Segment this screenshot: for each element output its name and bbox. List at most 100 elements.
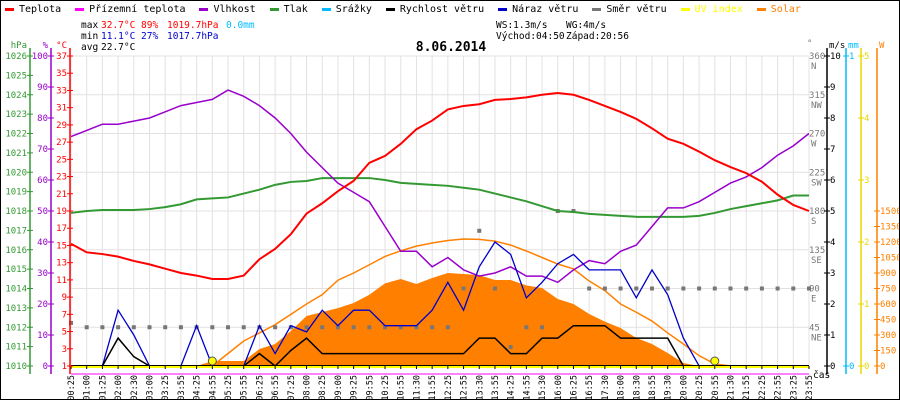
legend-label: Tlak [283, 4, 308, 15]
legend-swatch [592, 8, 602, 11]
avg-label: avg [81, 42, 99, 53]
pressure-tick-label: 1011 [5, 343, 27, 353]
legend-label: UV index [694, 4, 743, 15]
legend-label: Solar [770, 4, 801, 15]
direction-tick-label: 270 [809, 130, 825, 140]
wind-direction-point [398, 325, 403, 330]
x-tick-label: 05:55 [240, 375, 250, 399]
wind-tick-label: 3 [830, 269, 835, 279]
legend-label: Vlhkost [213, 4, 256, 15]
x-tick-label: 15:30 [538, 375, 548, 399]
wind-tick-label: 5 [830, 207, 835, 217]
wind-speed-avg: WS:1.3m/s [496, 20, 548, 31]
wind-direction-point [163, 325, 168, 330]
direction-tick-label: 90 [809, 285, 820, 295]
legend-item: Tlak [269, 4, 308, 15]
temperature-tick-label: 21 [56, 190, 67, 200]
max-pressure: 1019.7hPa [167, 20, 219, 31]
pressure-unit-label: hPa [11, 41, 27, 51]
x-tick-label: 08:00 [303, 375, 313, 399]
direction-tick-label: 180 [809, 207, 825, 217]
x-tick-label: 23:55 [805, 375, 815, 399]
humidity-tick-label: 100 [32, 52, 48, 62]
x-tick-label: 10:25 [381, 375, 391, 399]
pressure-tick-label: 1018 [5, 207, 27, 217]
wind-direction-point [84, 325, 89, 330]
solar-tick-label: 300 [880, 331, 896, 341]
uv-tick-label: 1 [864, 300, 869, 310]
x-tick-label: 18:00 [617, 375, 627, 399]
x-tick-label: 17:30 [601, 375, 611, 399]
rain-unit-label: mm [848, 41, 859, 51]
solar-tick-label: 1350 [880, 223, 899, 233]
avg-temperature: 22.7°C [101, 42, 136, 53]
x-tick-label: 13:55 [491, 375, 501, 399]
legend-swatch [5, 8, 14, 11]
temperature-tick-label: 7 [62, 310, 67, 320]
x-tick-label: 03:55 [177, 375, 187, 399]
rain-tick-label: 1 [849, 52, 854, 62]
wind-direction-point [335, 325, 340, 330]
solar-tick-label: 450 [880, 316, 896, 326]
legend-item: Směr větru [592, 4, 667, 15]
direction-compass-label: SW [811, 178, 822, 188]
direction-tick-label: 360 [809, 52, 825, 62]
legend-label: Náraz větru [512, 4, 579, 15]
wind-direction-point [524, 325, 529, 330]
wind-direction-point [147, 325, 152, 330]
wind-direction-point [273, 325, 278, 330]
temperature-tick-label: 15 [56, 241, 67, 251]
legend-item: Náraz větru [498, 4, 578, 15]
wind-direction-point [131, 325, 136, 330]
wind-direction-point [320, 325, 325, 330]
wind-direction-point [728, 286, 733, 291]
x-tick-label: 23:25 [789, 375, 799, 399]
wind-direction-point [241, 325, 246, 330]
wind-gust-line [71, 241, 809, 367]
temperature-tick-label: 23 [56, 173, 67, 183]
wind-gust-max: WG:4m/s [566, 20, 607, 31]
temperature-tick-label: 31 [56, 104, 67, 114]
pressure-tick-label: 1019 [5, 188, 27, 198]
legend-item: Solar [756, 4, 801, 15]
wind-direction-point [414, 325, 419, 330]
wind-direction-point [649, 286, 654, 291]
legend-swatch [269, 8, 279, 11]
wind-direction-point [304, 325, 309, 330]
humidity-tick-label: 10 [37, 331, 48, 341]
x-tick-label: 09:00 [334, 375, 344, 399]
x-tick-label: 13:30 [475, 375, 485, 399]
direction-tick-label: 225 [809, 168, 825, 178]
x-tick-label: 09:55 [365, 375, 375, 399]
temperature-tick-label: 37 [56, 52, 67, 62]
wind-direction-point [210, 325, 215, 330]
temperature-tick-label: 29 [56, 121, 67, 131]
legend-item: UV index [680, 4, 743, 15]
wind-tick-label: 6 [830, 176, 835, 186]
x-tick-label: 06:25 [255, 375, 265, 399]
humidity-tick-label: 60 [37, 176, 48, 186]
uv-tick-label: 0 [864, 362, 869, 372]
pressure-tick-label: 1015 [5, 265, 27, 275]
legend-swatch [199, 8, 209, 11]
direction-unit-label: ° [807, 39, 812, 49]
pressure-tick-label: 1024 [5, 91, 27, 101]
wind-direction-point [461, 286, 466, 291]
wind-direction-point [791, 286, 796, 291]
wind-direction-point [775, 286, 780, 291]
x-tick-label: 03:00 [146, 375, 156, 399]
direction-compass-label: NE [811, 333, 822, 343]
x-tick-label: 06:55 [271, 375, 281, 399]
x-tick-label: 21:55 [742, 375, 752, 399]
solar-tick-label: 1050 [880, 254, 899, 264]
wind-direction-point [712, 286, 717, 291]
direction-compass-label: S [811, 217, 816, 227]
wind-direction-point [477, 228, 482, 233]
legend-swatch [321, 8, 331, 11]
wind-direction-point [618, 286, 623, 291]
wind-unit-label: m/s [829, 41, 845, 51]
humidity-tick-label: 70 [37, 145, 48, 155]
x-tick-label: 16:00 [554, 375, 564, 399]
